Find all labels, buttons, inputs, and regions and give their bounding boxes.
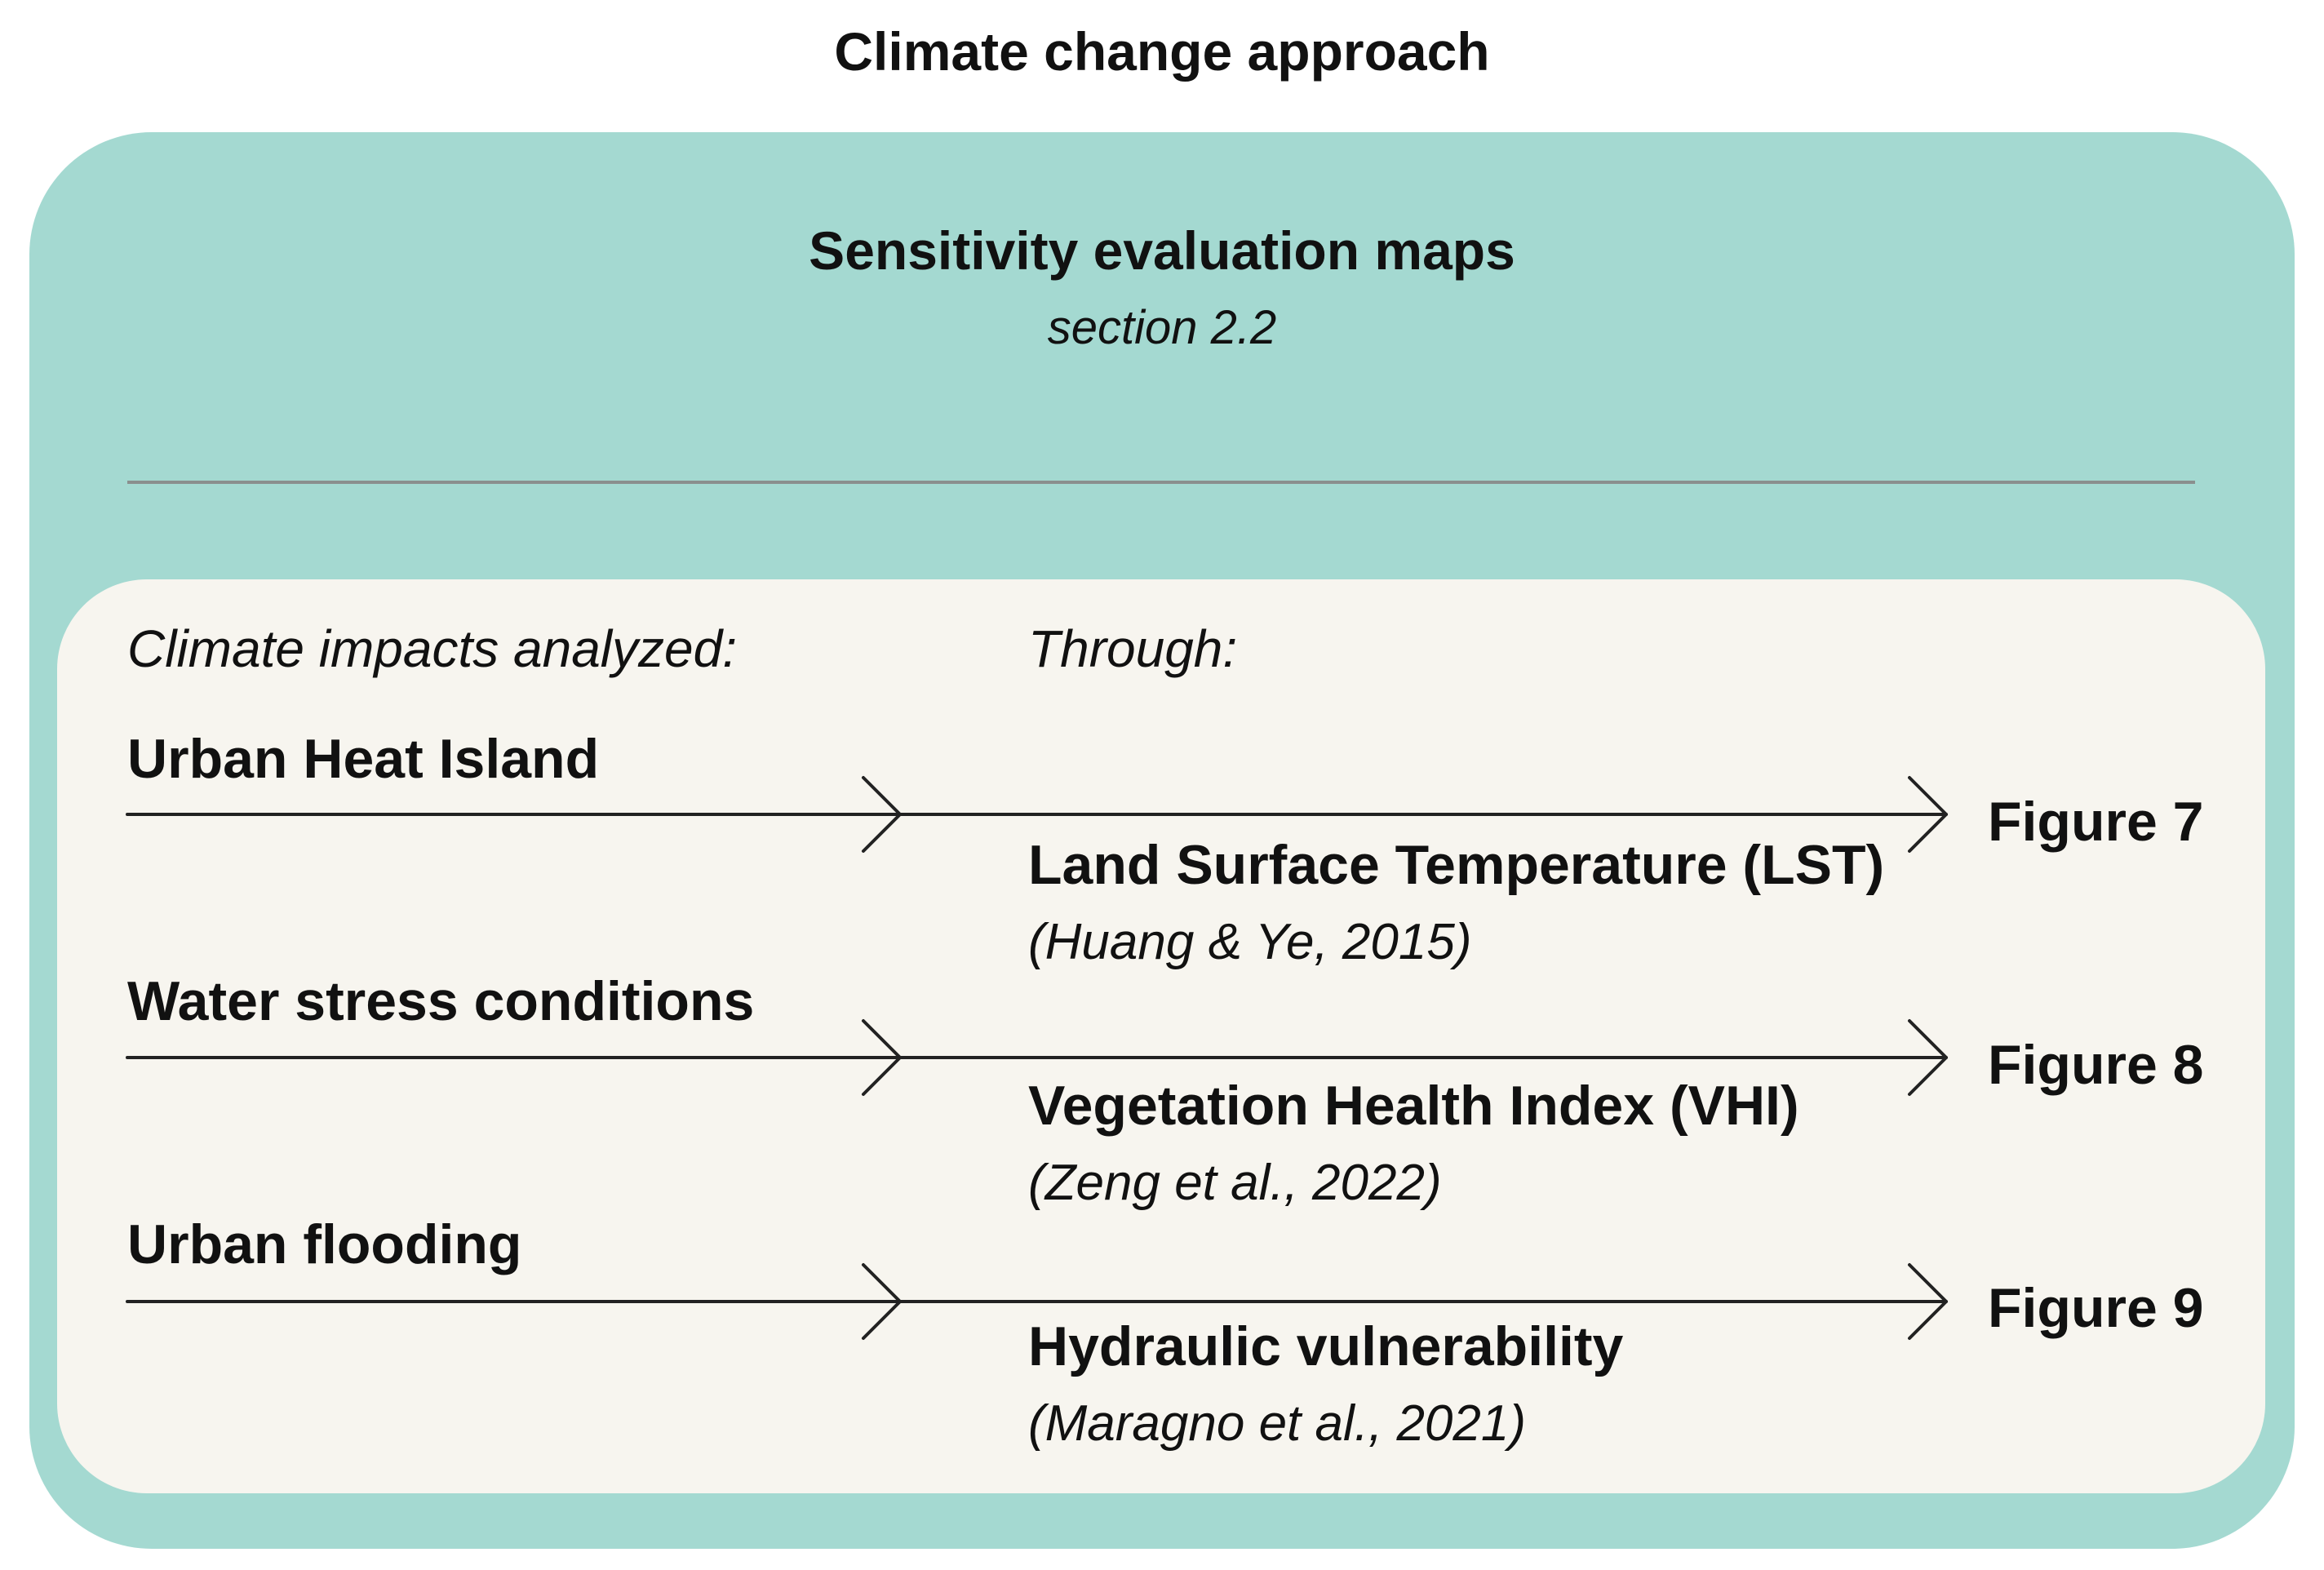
panel-subtitle: section 2.2 [1047, 301, 1277, 354]
through-header: Through: [1028, 619, 1238, 678]
figure-label-8: Figure 8 [1988, 1034, 2204, 1096]
reference-hydraulic: (Maragno et al., 2021) [1028, 1395, 1527, 1452]
diagram-title: Climate change approach [834, 21, 1490, 82]
arrow-row-1 [126, 776, 1948, 853]
divider [127, 481, 2195, 484]
inner-panel [57, 579, 2265, 1493]
reference-lst: (Huang & Ye, 2015) [1028, 914, 1472, 970]
impact-urban-heat-island: Urban Heat Island [127, 728, 600, 790]
reference-vhi: (Zeng et al., 2022) [1028, 1155, 1442, 1211]
arrow-head-end-1 [1908, 776, 1948, 853]
method-hydraulic: Hydraulic vulnerability [1028, 1315, 1624, 1377]
figure-label-7: Figure 7 [1988, 791, 2204, 853]
impact-water-stress: Water stress conditions [127, 970, 755, 1032]
method-vhi: Vegetation Health Index (VHI) [1028, 1075, 1799, 1137]
method-lst: Land Surface Temperature (LST) [1028, 834, 1885, 896]
arrow-row-2 [126, 1019, 1948, 1096]
arrow-head-mid-1 [862, 776, 902, 853]
arrow-head-end-3 [1908, 1263, 1948, 1340]
impacts-header: Climate impacts analyzed: [127, 619, 737, 678]
arrow-head-mid-3 [862, 1263, 902, 1340]
arrow-row-3 [126, 1263, 1948, 1340]
panel-title: Sensitivity evaluation maps [809, 220, 1515, 281]
figure-label-9: Figure 9 [1988, 1277, 2204, 1339]
arrow-head-mid-2 [862, 1019, 902, 1096]
impact-urban-flooding: Urban flooding [127, 1213, 522, 1275]
arrow-head-end-2 [1908, 1019, 1948, 1096]
